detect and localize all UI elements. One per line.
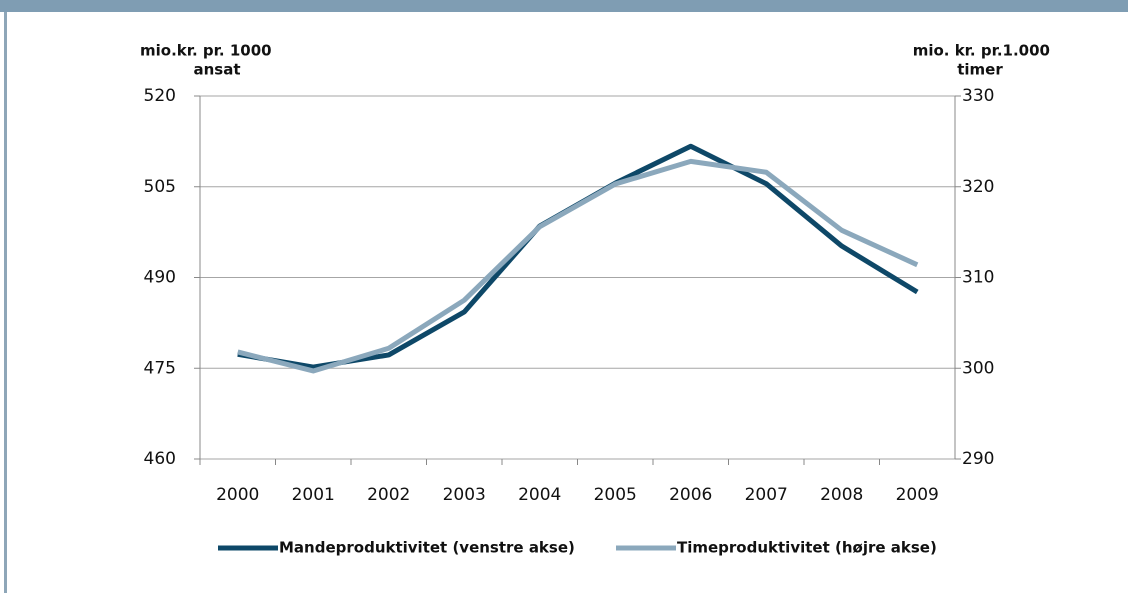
x-tick-label: 2008 bbox=[820, 485, 863, 505]
x-tick-label: 2001 bbox=[292, 485, 335, 505]
y-tick-label: 490 bbox=[144, 268, 176, 288]
legend-label: Mandeproduktivitet (venstre akse) bbox=[279, 539, 575, 557]
series-line bbox=[237, 143, 919, 370]
y2-tick-label: 290 bbox=[962, 449, 994, 469]
legend-label: Timeproduktivitet (højre akse) bbox=[677, 539, 937, 557]
x-tick-label: 2004 bbox=[518, 485, 561, 505]
x-tick-label: 2003 bbox=[443, 485, 486, 505]
x-tick-label: 2006 bbox=[669, 485, 712, 505]
y2-tick-label: 300 bbox=[962, 358, 994, 378]
x-tick-label: 2002 bbox=[367, 485, 410, 505]
x-tick-label: 2007 bbox=[745, 485, 788, 505]
y2-axis-label: mio. kr. pr.1.000 bbox=[913, 42, 1050, 60]
x-tick-label: 2005 bbox=[594, 485, 637, 505]
header-bar bbox=[0, 0, 1128, 12]
y2-tick-label: 310 bbox=[962, 268, 994, 288]
y-axis-label: mio.kr. pr. 1000 bbox=[140, 42, 272, 60]
y-axis-label: ansat bbox=[193, 61, 240, 79]
y-tick-label: 505 bbox=[144, 177, 176, 197]
y-tick-label: 460 bbox=[144, 449, 176, 469]
x-tick-label: 2009 bbox=[896, 485, 939, 505]
series-line bbox=[237, 158, 919, 374]
y2-tick-label: 320 bbox=[962, 177, 994, 197]
y-tick-label: 475 bbox=[144, 358, 176, 378]
y-tick-label: 520 bbox=[144, 86, 176, 106]
y2-axis-label: timer bbox=[957, 61, 1003, 79]
x-tick-label: 2000 bbox=[216, 485, 259, 505]
y2-tick-label: 330 bbox=[962, 86, 994, 106]
left-border bbox=[4, 12, 7, 593]
